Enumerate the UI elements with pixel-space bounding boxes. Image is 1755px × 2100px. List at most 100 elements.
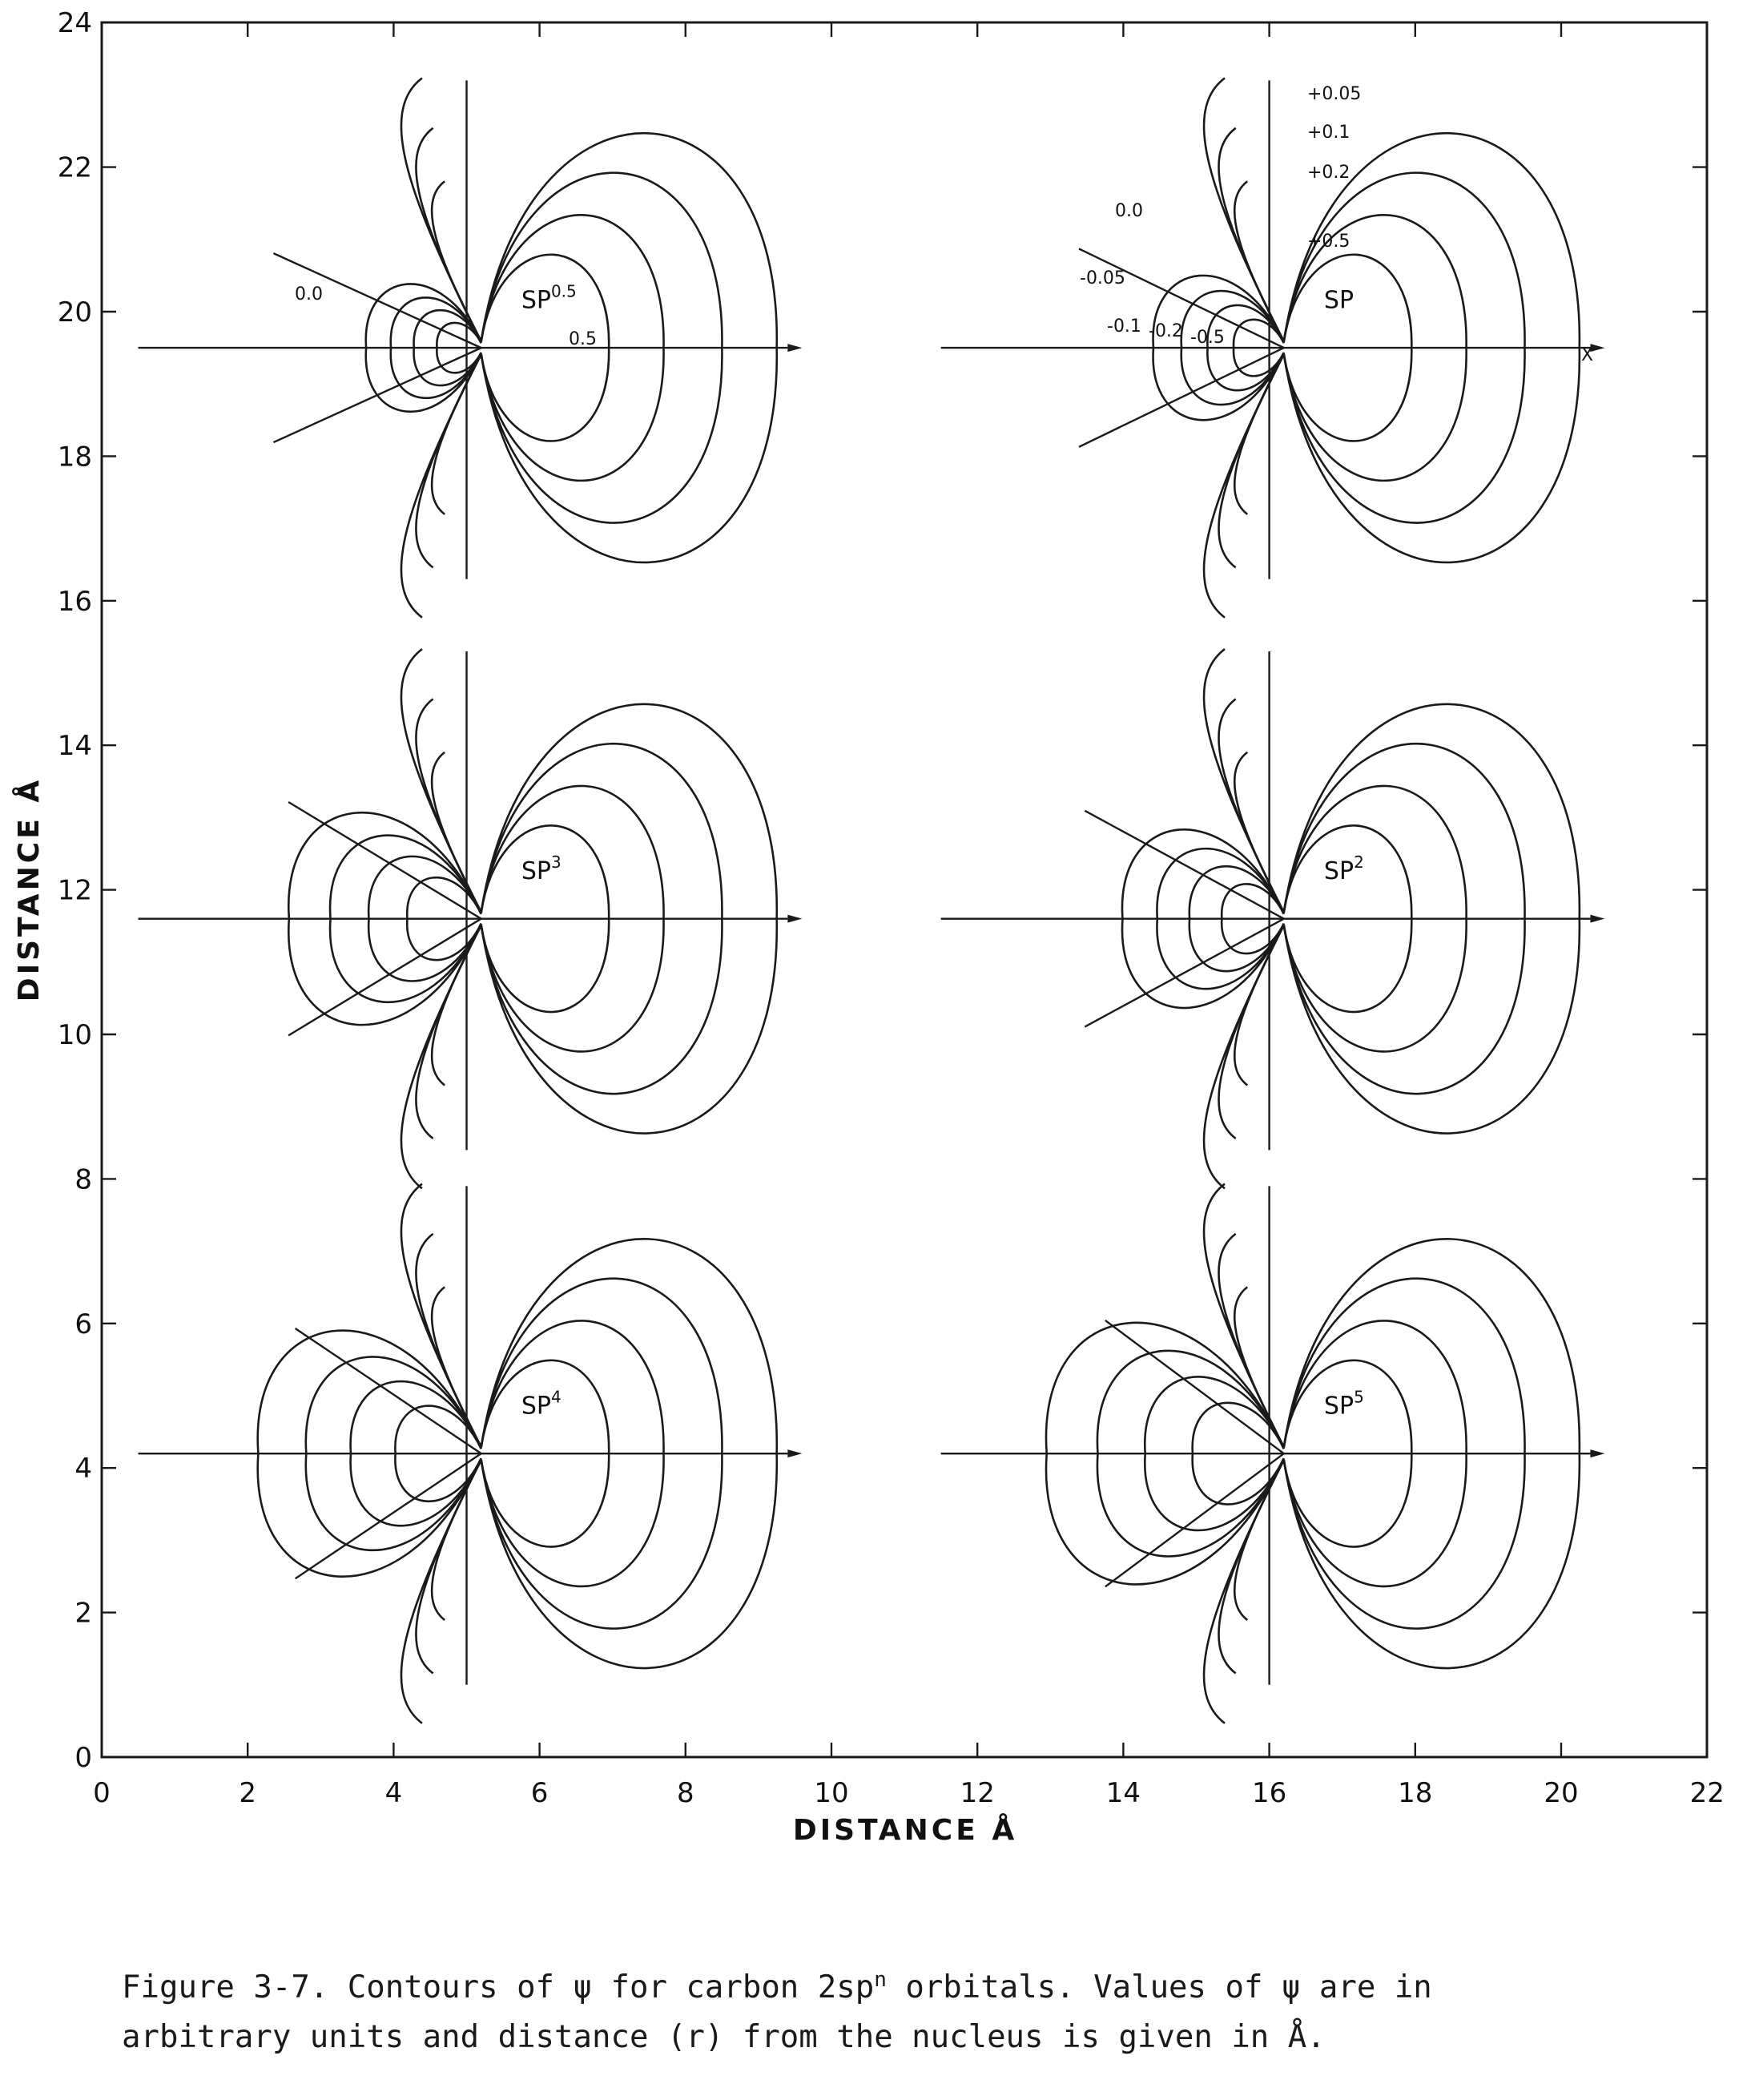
orbital-label: SP4	[521, 1388, 562, 1421]
negative-contour	[1188, 865, 1285, 973]
y-tick-label: 4	[74, 1453, 92, 1485]
x-tick-label: 16	[1252, 1777, 1286, 1809]
x-tick-label: 8	[677, 1777, 694, 1809]
positive-contour-wrap	[1233, 751, 1285, 913]
positive-contour	[480, 1320, 665, 1588]
positive-contour	[480, 131, 778, 564]
positive-contour-wrap	[430, 1286, 482, 1448]
positive-contour	[1282, 703, 1581, 1135]
positive-contour	[1282, 131, 1581, 564]
contour-value-labels: 0.0 0.5 +0.05 +0.1 +0.2 +0.5 0.0 -0.05 -0.1 -0.2-…	[295, 84, 1593, 365]
caption-line1-b: orbitals. Values of ψ are in	[886, 1969, 1432, 2005]
positive-contour	[480, 171, 723, 524]
negative-contour	[349, 1380, 482, 1527]
axis-name-label: X	[1581, 345, 1593, 365]
contour-value-label: +0.5	[1307, 232, 1350, 252]
x-tick-label: 2	[239, 1777, 256, 1809]
positive-contour-wrap	[1233, 180, 1285, 342]
positive-contour-wrap	[1218, 1232, 1285, 1448]
positive-contour	[1282, 742, 1526, 1095]
positive-contour-wrap	[430, 1459, 482, 1621]
positive-contour	[1282, 1359, 1413, 1548]
x-tick-label: 20	[1544, 1777, 1578, 1809]
positive-contour	[480, 1277, 723, 1630]
nodal-line	[294, 1328, 482, 1455]
positive-contour	[480, 703, 778, 1135]
positive-contour	[480, 253, 610, 442]
contour-value-label: +0.05	[1307, 84, 1361, 104]
positive-contour	[1282, 214, 1467, 482]
negative-contour	[1232, 318, 1285, 377]
contour-value-label: +0.2	[1307, 163, 1350, 183]
nodal-line	[1078, 347, 1285, 448]
y-tick-label: 14	[58, 730, 92, 762]
x-tick-label: 22	[1690, 1777, 1725, 1809]
positive-contour-wrap	[430, 353, 482, 515]
nodal-line	[288, 800, 482, 920]
nodal-line	[294, 1453, 482, 1580]
contour-value-label: -0.05	[1080, 268, 1125, 288]
axis-ticks	[100, 22, 1709, 1759]
positive-contour	[1282, 1238, 1581, 1670]
positive-contour	[1282, 784, 1467, 1053]
nodal-line	[1078, 248, 1285, 349]
panel-axis-arrow	[787, 344, 803, 353]
positive-contour-wrap	[415, 1459, 482, 1675]
y-tick-label: 24	[58, 7, 92, 39]
y-axis-title: DISTANCE Å	[12, 777, 46, 1002]
caption-line1-a: Figure 3-7. Contours of ψ for carbon 2sp	[122, 1969, 875, 2005]
positive-contour	[1282, 253, 1413, 442]
negative-contour	[1180, 289, 1285, 406]
contour-value-label: 0.0	[295, 284, 323, 304]
orbital-panel: SP2	[940, 648, 1605, 1190]
orbital-label-exponent: 2	[1354, 852, 1364, 872]
positive-contour-wrap	[400, 1459, 482, 1724]
contour-value-label: -0.1	[1107, 316, 1141, 337]
nodal-line	[1105, 1453, 1285, 1588]
nodal-line	[288, 917, 482, 1037]
positive-contour	[480, 1359, 610, 1548]
orbital-label: SP3	[521, 852, 562, 885]
contour-value-label: 0.5	[569, 329, 597, 349]
x-tick-label: 10	[814, 1777, 848, 1809]
negative-contour	[288, 812, 482, 1026]
negative-contour	[328, 834, 482, 1004]
negative-contour	[1206, 304, 1285, 392]
orbital-panel: SP	[940, 77, 1605, 619]
orbital-label-exponent: 0.5	[551, 281, 577, 300]
x-tick-label: 0	[93, 1777, 111, 1809]
negative-contour	[1156, 847, 1285, 990]
negative-contour	[413, 309, 482, 387]
orbital-label-exponent: 3	[551, 852, 562, 872]
x-tick-label: 4	[385, 1777, 403, 1809]
positive-contour-wrap	[1202, 925, 1285, 1190]
positive-contour-wrap	[430, 925, 482, 1086]
y-tick-label: 2	[74, 1598, 92, 1630]
figure-caption: Figure 3-7. Contours of ψ for carbon 2sp…	[122, 1955, 1684, 2062]
positive-contour	[480, 824, 610, 1014]
positive-contour	[480, 214, 665, 482]
y-tick-label: 20	[58, 296, 92, 329]
positive-contour-wrap	[1233, 925, 1285, 1086]
positive-contour-wrap	[1218, 1459, 1285, 1675]
y-tick-label: 16	[58, 586, 92, 618]
positive-contour-wrap	[1218, 353, 1285, 569]
y-tick-label: 12	[58, 875, 92, 907]
panel-axis-arrow	[787, 914, 803, 923]
orbital-panel: SP0.5	[138, 77, 803, 619]
nodal-line	[1084, 809, 1285, 920]
panel-axis-arrow	[1590, 344, 1605, 353]
x-axis-title: DISTANCE Å	[793, 1813, 1017, 1847]
x-tick-labels: 0 2 4 6 8 10 12 14 16 18 20 22	[93, 1777, 1725, 1809]
nodal-line	[1084, 917, 1285, 1028]
x-tick-label: 18	[1398, 1777, 1432, 1809]
panel-axis-arrow	[787, 1449, 803, 1458]
orbital-panel: SP4	[138, 1183, 803, 1724]
positive-contour-wrap	[400, 77, 482, 342]
contour-value-label: -0.5	[1190, 328, 1225, 348]
y-tick-label: 6	[74, 1308, 92, 1340]
positive-contour-wrap	[415, 1232, 482, 1448]
positive-contour	[1282, 1320, 1467, 1588]
caption-superscript: n	[874, 1968, 887, 1992]
